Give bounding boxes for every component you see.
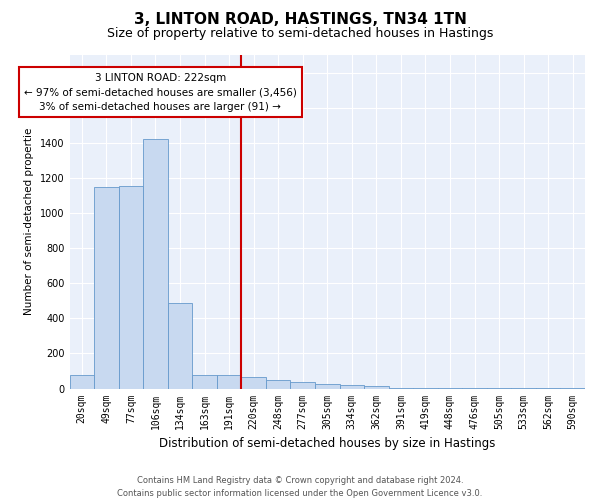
Bar bbox=[266, 380, 290, 388]
Bar bbox=[192, 374, 217, 388]
Bar bbox=[143, 140, 167, 388]
Bar bbox=[167, 302, 192, 388]
Bar bbox=[315, 384, 340, 388]
Bar bbox=[364, 386, 389, 388]
Text: 3, LINTON ROAD, HASTINGS, TN34 1TN: 3, LINTON ROAD, HASTINGS, TN34 1TN bbox=[134, 12, 466, 28]
Bar bbox=[70, 376, 94, 388]
Text: Size of property relative to semi-detached houses in Hastings: Size of property relative to semi-detach… bbox=[107, 28, 493, 40]
X-axis label: Distribution of semi-detached houses by size in Hastings: Distribution of semi-detached houses by … bbox=[159, 437, 496, 450]
Bar bbox=[241, 377, 266, 388]
Text: 3 LINTON ROAD: 222sqm
← 97% of semi-detached houses are smaller (3,456)
3% of se: 3 LINTON ROAD: 222sqm ← 97% of semi-deta… bbox=[24, 72, 297, 112]
Y-axis label: Number of semi-detached propertie: Number of semi-detached propertie bbox=[25, 128, 34, 316]
Text: Contains HM Land Registry data © Crown copyright and database right 2024.
Contai: Contains HM Land Registry data © Crown c… bbox=[118, 476, 482, 498]
Bar bbox=[290, 382, 315, 388]
Bar bbox=[119, 186, 143, 388]
Bar bbox=[94, 186, 119, 388]
Bar bbox=[340, 385, 364, 388]
Bar bbox=[217, 374, 241, 388]
